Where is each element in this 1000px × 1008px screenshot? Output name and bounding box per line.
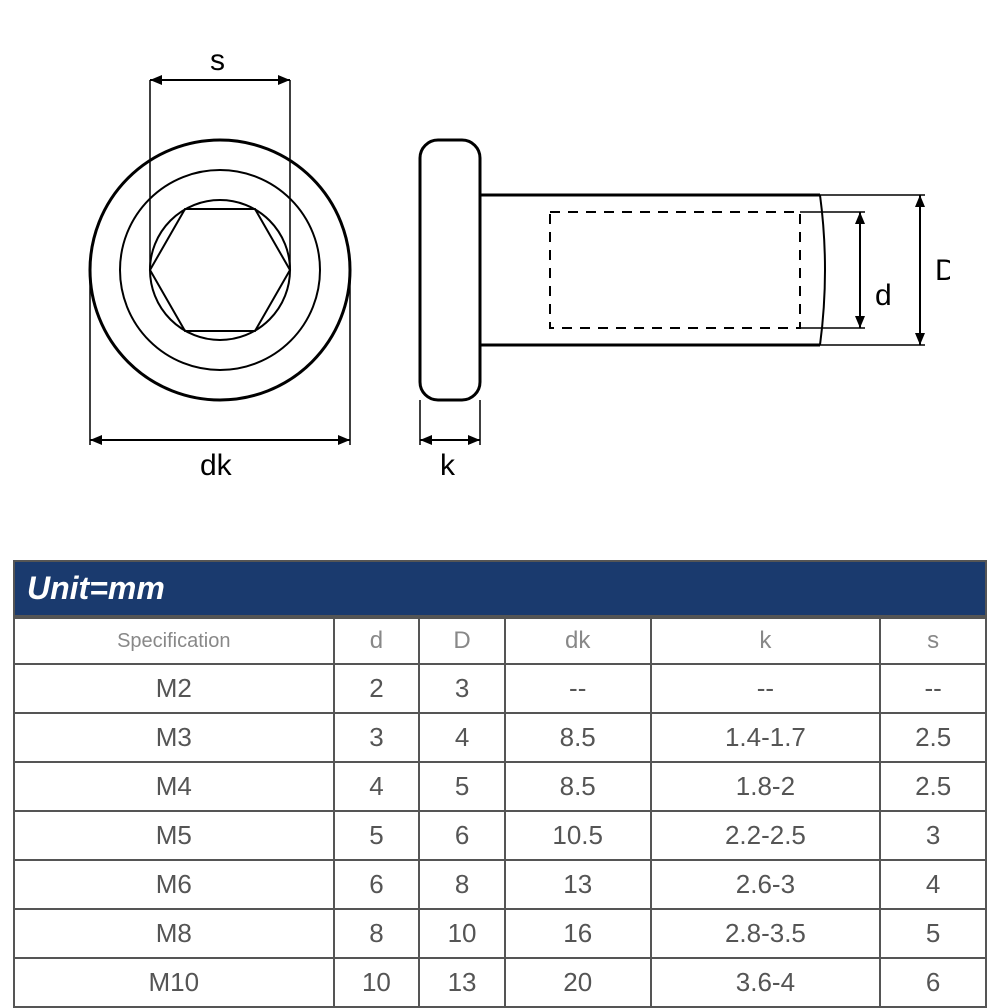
table-cell: 6 bbox=[334, 860, 420, 909]
table-cell: 5 bbox=[419, 762, 505, 811]
table-cell: -- bbox=[651, 664, 881, 713]
table-cell: 8 bbox=[419, 860, 505, 909]
table-cell: 8 bbox=[334, 909, 420, 958]
table-cell: 2.5 bbox=[880, 762, 986, 811]
unit-header: Unit=mm bbox=[13, 560, 987, 617]
table-cell: 2.6-3 bbox=[651, 860, 881, 909]
technical-diagram: s dk k bbox=[50, 40, 950, 480]
table-cell: 3 bbox=[880, 811, 986, 860]
table-header-cell: d bbox=[334, 618, 420, 664]
table-cell: 2 bbox=[334, 664, 420, 713]
top-view bbox=[90, 140, 350, 400]
table-header-cell: dk bbox=[505, 618, 651, 664]
table-row: M223------ bbox=[14, 664, 986, 713]
table-header-cell: k bbox=[651, 618, 881, 664]
table-body: M223------M3348.51.4-1.72.5M4458.51.8-22… bbox=[14, 664, 986, 1007]
table-row: M4458.51.8-22.5 bbox=[14, 762, 986, 811]
table-cell: 3 bbox=[419, 664, 505, 713]
table-cell: 16 bbox=[505, 909, 651, 958]
table-cell: M3 bbox=[14, 713, 334, 762]
svg-text:d: d bbox=[875, 279, 892, 312]
dimension-k: k bbox=[420, 400, 480, 480]
table-cell: 2.5 bbox=[880, 713, 986, 762]
side-view bbox=[420, 140, 825, 400]
table-cell: M8 bbox=[14, 909, 334, 958]
table-cell: 5 bbox=[880, 909, 986, 958]
table-cell: 4 bbox=[880, 860, 986, 909]
table-cell: 8.5 bbox=[505, 713, 651, 762]
svg-text:k: k bbox=[440, 449, 456, 480]
dimension-D: D bbox=[820, 195, 950, 345]
table-cell: -- bbox=[880, 664, 986, 713]
table-cell: 8.5 bbox=[505, 762, 651, 811]
svg-text:s: s bbox=[210, 44, 225, 77]
table-cell: M6 bbox=[14, 860, 334, 909]
table-row: M8810162.8-3.55 bbox=[14, 909, 986, 958]
dimension-d: d bbox=[800, 212, 892, 328]
table-cell: 2.2-2.5 bbox=[651, 811, 881, 860]
table-cell: M2 bbox=[14, 664, 334, 713]
table-cell: 2.8-3.5 bbox=[651, 909, 881, 958]
table-cell: M4 bbox=[14, 762, 334, 811]
table-row: M3348.51.4-1.72.5 bbox=[14, 713, 986, 762]
table-header-cell: D bbox=[419, 618, 505, 664]
dimension-s: s bbox=[150, 44, 290, 270]
table-cell: 10.5 bbox=[505, 811, 651, 860]
table-cell: 5 bbox=[334, 811, 420, 860]
svg-text:dk: dk bbox=[200, 449, 233, 480]
table-cell: 6 bbox=[419, 811, 505, 860]
table-cell: 4 bbox=[334, 762, 420, 811]
table-cell: 1.8-2 bbox=[651, 762, 881, 811]
specification-table: Unit=mm SpecificationdDdkks M223------M3… bbox=[13, 560, 987, 1008]
svg-text:D: D bbox=[935, 254, 950, 287]
table-cell: 4 bbox=[419, 713, 505, 762]
table-header-row: SpecificationdDdkks bbox=[14, 618, 986, 664]
table-header-cell: s bbox=[880, 618, 986, 664]
table-cell: 3 bbox=[334, 713, 420, 762]
spec-table: SpecificationdDdkks M223------M3348.51.4… bbox=[13, 617, 987, 1008]
table-cell: 10 bbox=[419, 909, 505, 958]
table-cell: 13 bbox=[505, 860, 651, 909]
table-cell: 1.4-1.7 bbox=[651, 713, 881, 762]
table-row: M55610.52.2-2.53 bbox=[14, 811, 986, 860]
table-header-cell: Specification bbox=[14, 618, 334, 664]
table-cell: M5 bbox=[14, 811, 334, 860]
table-cell: -- bbox=[505, 664, 651, 713]
table-row: M668132.6-34 bbox=[14, 860, 986, 909]
dimension-dk: dk bbox=[90, 270, 350, 480]
